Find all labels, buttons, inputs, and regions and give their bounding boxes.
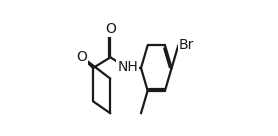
Text: Br: Br	[179, 38, 194, 52]
Text: O: O	[105, 22, 116, 36]
Text: NH: NH	[117, 60, 138, 74]
Text: O: O	[76, 50, 87, 64]
